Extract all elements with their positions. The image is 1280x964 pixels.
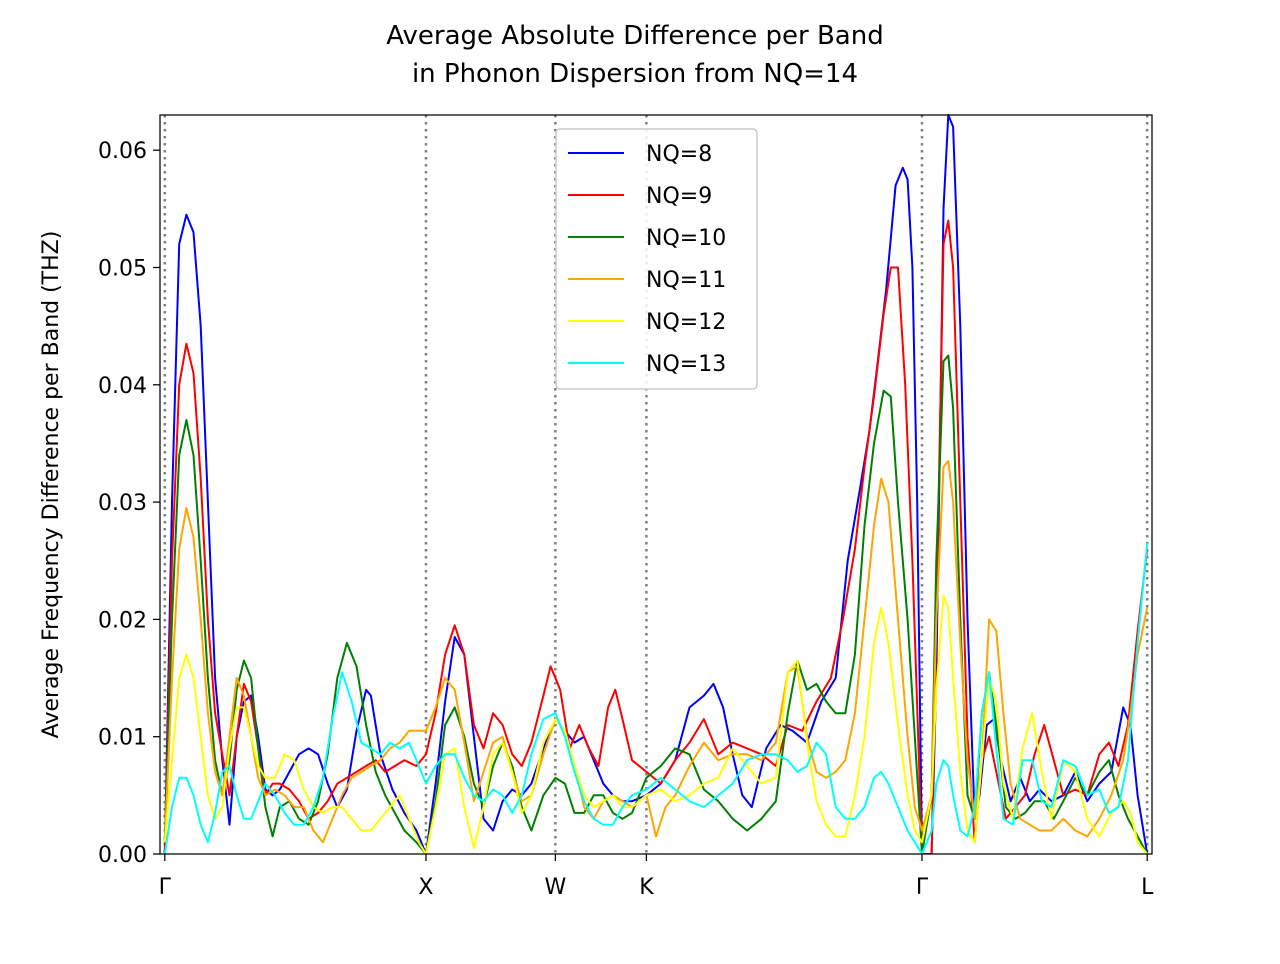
series-line-nq-12 xyxy=(163,594,1148,854)
legend-box xyxy=(555,128,758,390)
y-axis-ticks: 0.00 0.01 0.02 0.03 0.04 0.05 0.06 xyxy=(98,139,160,868)
y-tick-label: 0.05 xyxy=(98,256,147,281)
legend-label: NQ=8 xyxy=(646,142,712,167)
series-line-nq-13 xyxy=(163,543,1149,854)
x-tick-label: W xyxy=(544,875,566,900)
series-lines xyxy=(163,114,1149,854)
y-tick-label: 0.04 xyxy=(98,374,147,399)
x-tick-label: L xyxy=(1141,875,1154,900)
legend: NQ=8 NQ=9 NQ=10 NQ=11 NQ=12 NQ=13 xyxy=(555,128,758,390)
y-tick-label: 0.03 xyxy=(98,491,147,516)
legend-label: NQ=12 xyxy=(646,310,726,335)
x-tick-label: Γ xyxy=(159,875,172,900)
legend-label: NQ=13 xyxy=(646,352,726,377)
plot-frame xyxy=(159,114,1153,855)
title-line-1: Average Absolute Difference per Band xyxy=(386,21,883,51)
y-axis-label: Average Frequency Difference per Band (T… xyxy=(39,231,64,739)
legend-label: NQ=9 xyxy=(646,184,712,209)
x-tick-label: X xyxy=(418,875,433,900)
chart-title: Average Absolute Difference per Band in P… xyxy=(386,21,883,89)
title-line-2: in Phonon Dispersion from NQ=14 xyxy=(412,59,858,89)
y-tick-label: 0.06 xyxy=(98,139,147,164)
legend-label: NQ=10 xyxy=(646,226,726,251)
y-tick-label: 0.00 xyxy=(98,843,147,868)
legend-label: NQ=11 xyxy=(646,268,726,293)
y-tick-label: 0.01 xyxy=(98,726,147,751)
x-tick-label: Γ xyxy=(916,875,929,900)
x-tick-label: K xyxy=(639,875,654,900)
y-tick-label: 0.02 xyxy=(98,608,147,633)
